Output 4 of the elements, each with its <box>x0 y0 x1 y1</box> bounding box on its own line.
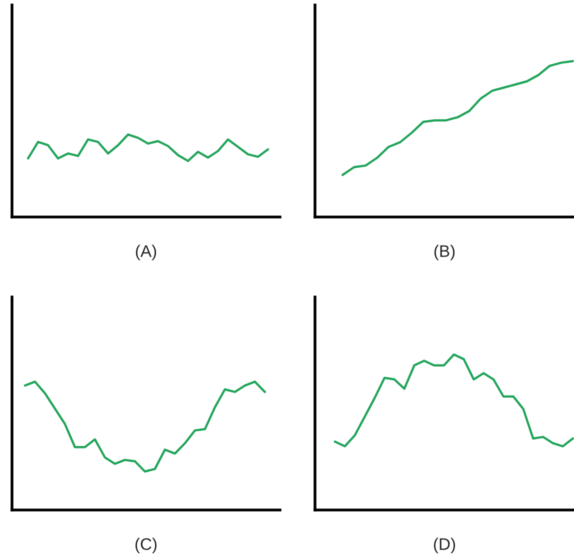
x-axis-title: (D) <box>434 538 456 554</box>
x-axis-title: (C) <box>135 538 157 554</box>
x-axis-title: (B) <box>434 244 455 260</box>
x-axis-title: (A) <box>136 244 156 260</box>
